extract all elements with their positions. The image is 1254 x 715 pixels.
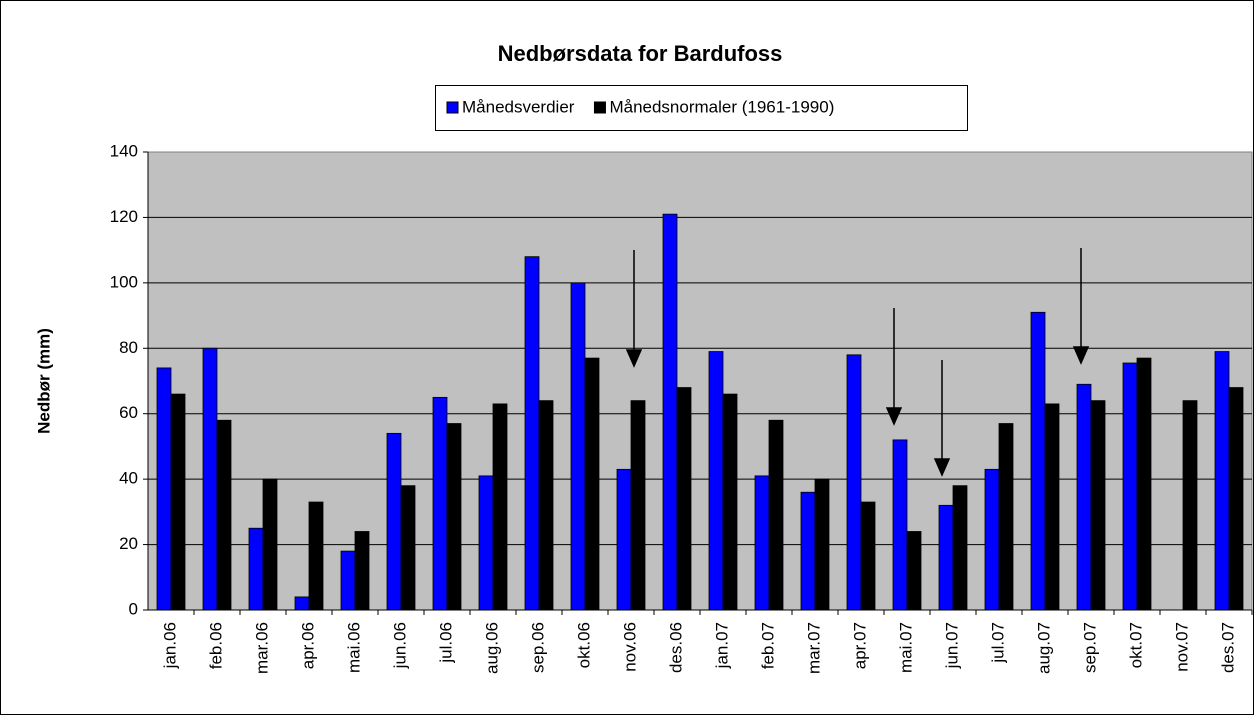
bar bbox=[294, 596, 310, 611]
bar bbox=[340, 550, 356, 611]
y-tick-label: 80 bbox=[119, 338, 138, 357]
x-tick-label: nov.07 bbox=[1172, 622, 1191, 672]
legend-box bbox=[435, 85, 968, 131]
arrow-head bbox=[625, 349, 643, 368]
legend-label: Månedsnormaler (1961-1990) bbox=[609, 97, 834, 116]
x-tick-label: mar.07 bbox=[804, 622, 823, 674]
bar bbox=[1076, 383, 1092, 611]
bars bbox=[156, 213, 1244, 611]
x-tick-label: feb.07 bbox=[758, 622, 777, 669]
bar bbox=[432, 396, 448, 611]
bar bbox=[984, 468, 1000, 611]
y-tick-label: 140 bbox=[110, 141, 138, 160]
arrow-head bbox=[1072, 346, 1090, 365]
bar bbox=[906, 531, 922, 611]
x-tick-label: nov.06 bbox=[620, 622, 639, 672]
bar bbox=[860, 501, 876, 611]
y-tick-label: 20 bbox=[119, 534, 138, 553]
bar bbox=[216, 419, 232, 611]
bar bbox=[1228, 387, 1244, 611]
bar bbox=[1044, 403, 1060, 611]
legend-label: Månedsverdier bbox=[462, 97, 575, 116]
y-tick-label: 120 bbox=[110, 207, 138, 226]
arrow-head bbox=[933, 458, 951, 477]
bar bbox=[952, 485, 968, 611]
y-tick-label: 0 bbox=[129, 599, 138, 618]
bar bbox=[814, 478, 830, 611]
bar bbox=[800, 491, 816, 611]
bar bbox=[538, 400, 554, 611]
bar bbox=[846, 354, 862, 611]
x-tick-label: apr.06 bbox=[298, 622, 317, 669]
x-tick-label: mai.06 bbox=[344, 622, 363, 673]
bar bbox=[630, 400, 646, 611]
bar bbox=[708, 351, 724, 611]
x-tick-label: jan.06 bbox=[160, 622, 179, 669]
bar bbox=[400, 485, 416, 611]
x-tick-label: des.07 bbox=[1218, 622, 1237, 673]
x-tick-label: feb.06 bbox=[206, 622, 225, 669]
bar bbox=[156, 367, 172, 611]
y-tick-label: 100 bbox=[110, 272, 138, 291]
bar bbox=[570, 282, 586, 611]
bar bbox=[676, 387, 692, 611]
bar bbox=[1090, 400, 1106, 611]
bar bbox=[584, 357, 600, 611]
x-tick-label: apr.07 bbox=[850, 622, 869, 669]
y-tick-label: 40 bbox=[119, 469, 138, 488]
x-tick-label: jun.07 bbox=[942, 622, 961, 669]
x-tick-label: jul.06 bbox=[436, 622, 455, 664]
bar bbox=[1030, 311, 1046, 611]
y-axis-label: Nedbør (mm) bbox=[34, 328, 53, 434]
bar bbox=[308, 501, 324, 611]
chart-title: Nedbørsdata for Bardufoss bbox=[498, 41, 783, 66]
bar bbox=[754, 475, 770, 611]
bar bbox=[1182, 400, 1198, 611]
bar bbox=[170, 393, 186, 611]
arrow-head bbox=[885, 407, 903, 426]
bar bbox=[446, 423, 462, 611]
x-tick-label: jan.07 bbox=[712, 622, 731, 669]
bar bbox=[938, 504, 954, 611]
x-tick-label: sep.07 bbox=[1080, 622, 1099, 673]
plot-area bbox=[147, 151, 1253, 611]
bar bbox=[1214, 351, 1230, 611]
bar bbox=[892, 439, 908, 611]
bar bbox=[202, 347, 218, 611]
x-tick-label: okt.07 bbox=[1126, 622, 1145, 668]
bar bbox=[1122, 362, 1138, 611]
bar bbox=[386, 432, 402, 611]
legend-swatch bbox=[446, 101, 459, 114]
x-tick-label: mar.06 bbox=[252, 622, 271, 674]
x-tick-label: mai.07 bbox=[896, 622, 915, 673]
x-tick-label: aug.07 bbox=[1034, 622, 1053, 674]
bar bbox=[478, 475, 494, 611]
legend-swatch bbox=[593, 101, 606, 114]
x-tick-label: jun.06 bbox=[390, 622, 409, 669]
bar bbox=[354, 531, 370, 611]
x-tick-label: jul.07 bbox=[988, 622, 1007, 664]
arrows bbox=[625, 248, 1090, 477]
bar bbox=[616, 468, 632, 611]
x-tick-label: sep.06 bbox=[528, 622, 547, 673]
bar bbox=[492, 403, 508, 611]
x-tick-label: aug.06 bbox=[482, 622, 501, 674]
bar bbox=[998, 423, 1014, 611]
bar bbox=[524, 256, 540, 611]
bar bbox=[248, 527, 264, 611]
bar bbox=[662, 213, 678, 611]
y-tick-label: 60 bbox=[119, 403, 138, 422]
x-tick-label: okt.06 bbox=[574, 622, 593, 668]
bar bbox=[722, 393, 738, 611]
bar bbox=[768, 419, 784, 611]
bar bbox=[1136, 357, 1152, 611]
x-tick-label: des.06 bbox=[666, 622, 685, 673]
bar bbox=[262, 478, 278, 611]
